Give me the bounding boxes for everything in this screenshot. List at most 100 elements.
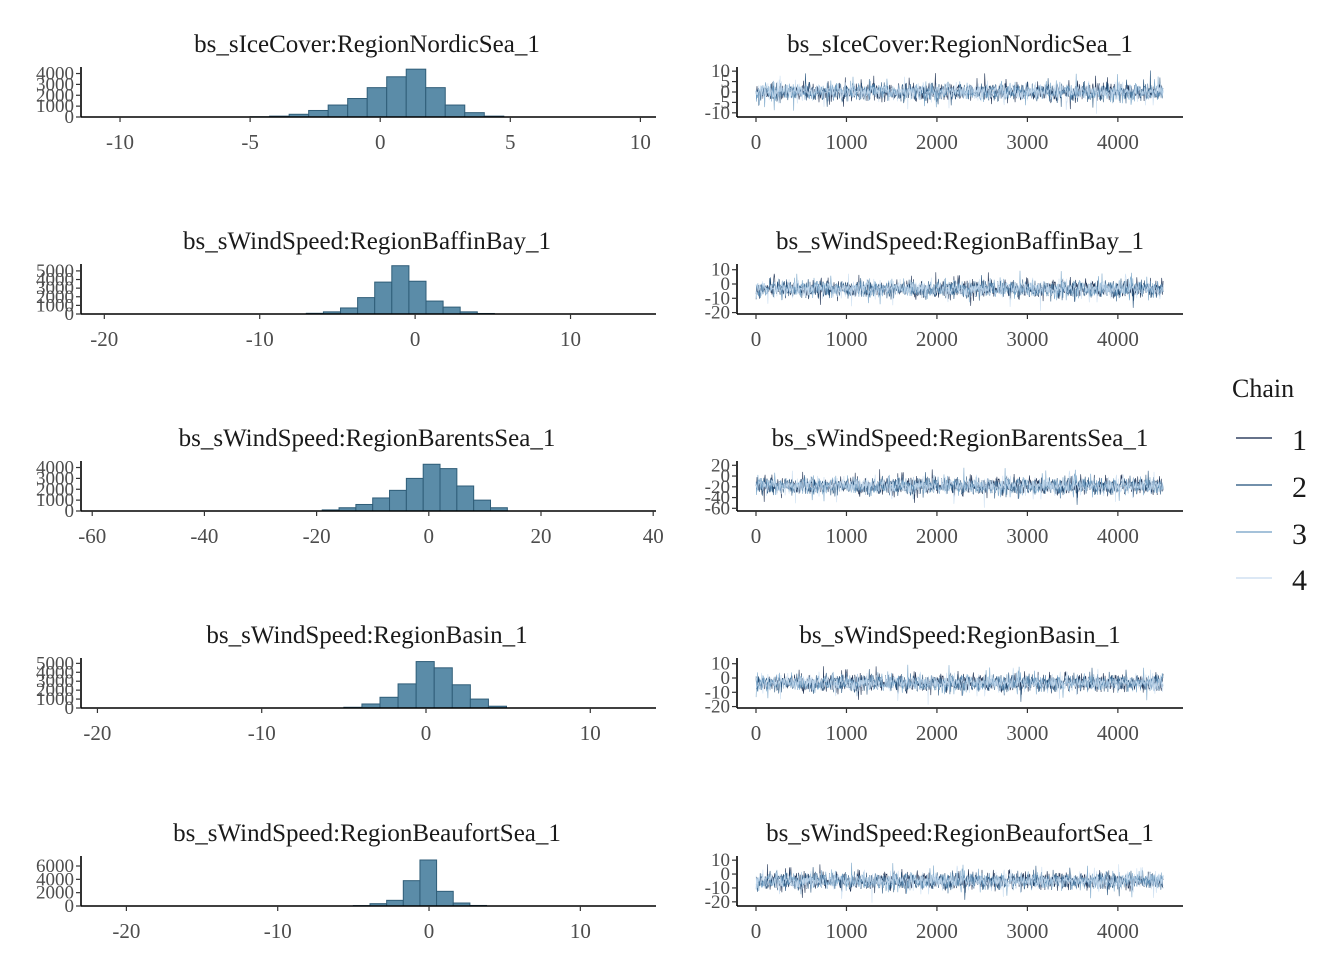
y-tick-label: 10: [711, 61, 730, 82]
x-tick-label: 2000: [916, 524, 958, 548]
y-tick-label: 0: [721, 864, 731, 885]
x-tick-label: 10: [570, 919, 591, 943]
histogram-bar: [386, 899, 404, 907]
histogram-bar: [442, 306, 461, 315]
histogram-bar: [386, 76, 407, 118]
x-tick-label: 4000: [1097, 721, 1139, 745]
histogram-bar: [340, 307, 359, 315]
y-tick-label: -10: [705, 103, 730, 124]
x-tick-label: 0: [424, 524, 435, 548]
x-tick-label: -5: [241, 130, 259, 154]
x-tick-label: -10: [246, 327, 274, 351]
y-tick-label: 0: [65, 107, 75, 128]
legend-label: 4: [1292, 564, 1307, 597]
x-tick-label: 2000: [916, 919, 958, 943]
y-tick-label: 10: [711, 260, 730, 281]
histogram-bar: [433, 667, 453, 709]
y-tick-label: -10: [705, 288, 730, 309]
trace-line-chain-4: [755, 667, 1164, 705]
x-tick-label: 0: [751, 919, 762, 943]
histogram-bar: [308, 109, 329, 118]
y-tick-label: 0: [721, 668, 731, 689]
x-tick-label: 1000: [825, 130, 867, 154]
y-tick-label: 3000: [36, 74, 74, 95]
y-tick-label: 2000: [36, 680, 74, 701]
x-tick-label: 2000: [916, 130, 958, 154]
x-tick-label: 1000: [825, 721, 867, 745]
x-tick-label: -40: [190, 524, 218, 548]
histogram-bar: [425, 300, 444, 315]
x-tick-label: 4000: [1097, 327, 1139, 351]
x-tick-label: 3000: [1006, 524, 1048, 548]
y-tick-label: 10: [711, 850, 730, 871]
y-tick-label: -10: [705, 878, 730, 899]
x-tick-label: -60: [78, 524, 106, 548]
histogram-panel: bs_sWindSpeed:RegionBarentsSea_101000200…: [36, 425, 664, 548]
histogram-bar: [425, 87, 446, 118]
x-tick-label: 4000: [1097, 524, 1139, 548]
x-tick-label: 3000: [1006, 130, 1048, 154]
y-tick-label: 20: [711, 455, 730, 476]
y-tick-label: 3000: [36, 278, 74, 299]
x-tick-label: 1000: [825, 327, 867, 351]
x-tick-label: 1000: [825, 524, 867, 548]
histogram-bar: [415, 661, 435, 709]
y-tick-label: -60: [705, 498, 730, 519]
x-tick-label: 0: [751, 524, 762, 548]
y-tick-label: 1000: [36, 96, 74, 117]
x-tick-label: 5: [505, 130, 516, 154]
y-tick-label: 4000: [36, 270, 74, 291]
y-tick-label: 1000: [36, 295, 74, 316]
histogram-bar: [397, 683, 417, 709]
y-tick-label: 0: [65, 698, 75, 719]
y-tick-label: -20: [705, 477, 730, 498]
histogram-bar: [451, 684, 471, 709]
histogram-bar: [379, 696, 399, 709]
histogram-bar: [405, 68, 427, 118]
x-tick-label: 0: [424, 919, 435, 943]
y-tick-label: 3000: [36, 671, 74, 692]
trace-line-chain-4: [755, 273, 1164, 311]
histogram-panel: bs_sIceCover:RegionNordicSea_10100020003…: [36, 31, 656, 154]
histogram-bar: [419, 859, 438, 907]
y-tick-label: 1000: [36, 689, 74, 710]
y-tick-label: 4000: [36, 64, 74, 85]
x-tick-label: 4000: [1097, 919, 1139, 943]
x-tick-label: 3000: [1006, 919, 1048, 943]
y-tick-label: 4000: [36, 869, 74, 890]
x-tick-label: 1000: [825, 919, 867, 943]
y-tick-label: -5: [714, 92, 730, 113]
trace-panel: bs_sWindSpeed:RegionBeaufortSea_1-20-100…: [705, 820, 1183, 943]
histogram-bar: [436, 890, 454, 907]
panel-title: bs_sWindSpeed:RegionBeaufortSea_1: [766, 820, 1154, 847]
x-tick-label: 20: [531, 524, 552, 548]
histogram-bar: [422, 463, 441, 512]
y-tick-label: 6000: [36, 856, 74, 877]
histogram-bar: [473, 499, 492, 512]
histogram-bar: [372, 497, 391, 512]
panel-title: bs_sWindSpeed:RegionBasin_1: [799, 622, 1120, 649]
histogram-bar: [469, 698, 489, 709]
x-tick-label: 40: [643, 524, 664, 548]
y-tick-label: 10: [711, 654, 730, 675]
panel-title: bs_sWindSpeed:RegionBaffinBay_1: [183, 228, 551, 255]
y-tick-label: 2000: [36, 287, 74, 308]
y-tick-label: 5000: [36, 653, 74, 674]
trace-panel: bs_sIceCover:RegionNordicSea_1-10-505100…: [705, 31, 1183, 154]
legend-label: 2: [1292, 471, 1307, 504]
x-tick-label: -20: [112, 919, 140, 943]
panels: bs_sIceCover:RegionNordicSea_10100020003…: [36, 31, 1183, 943]
panel-title: bs_sIceCover:RegionNordicSea_1: [787, 31, 1133, 58]
y-tick-label: 2000: [36, 479, 74, 500]
x-tick-label: -20: [303, 524, 331, 548]
histogram-bar: [355, 503, 374, 512]
y-tick-label: -20: [705, 892, 730, 913]
y-tick-label: 0: [65, 304, 75, 325]
trace-line-chain-4: [755, 75, 1164, 114]
x-tick-label: 10: [580, 721, 601, 745]
x-tick-label: -10: [264, 919, 292, 943]
trace-panel: bs_sWindSpeed:RegionBaffinBay_1-20-10010…: [705, 228, 1183, 351]
x-tick-label: 2000: [916, 721, 958, 745]
panel-title: bs_sWindSpeed:RegionBarentsSea_1: [772, 425, 1149, 452]
